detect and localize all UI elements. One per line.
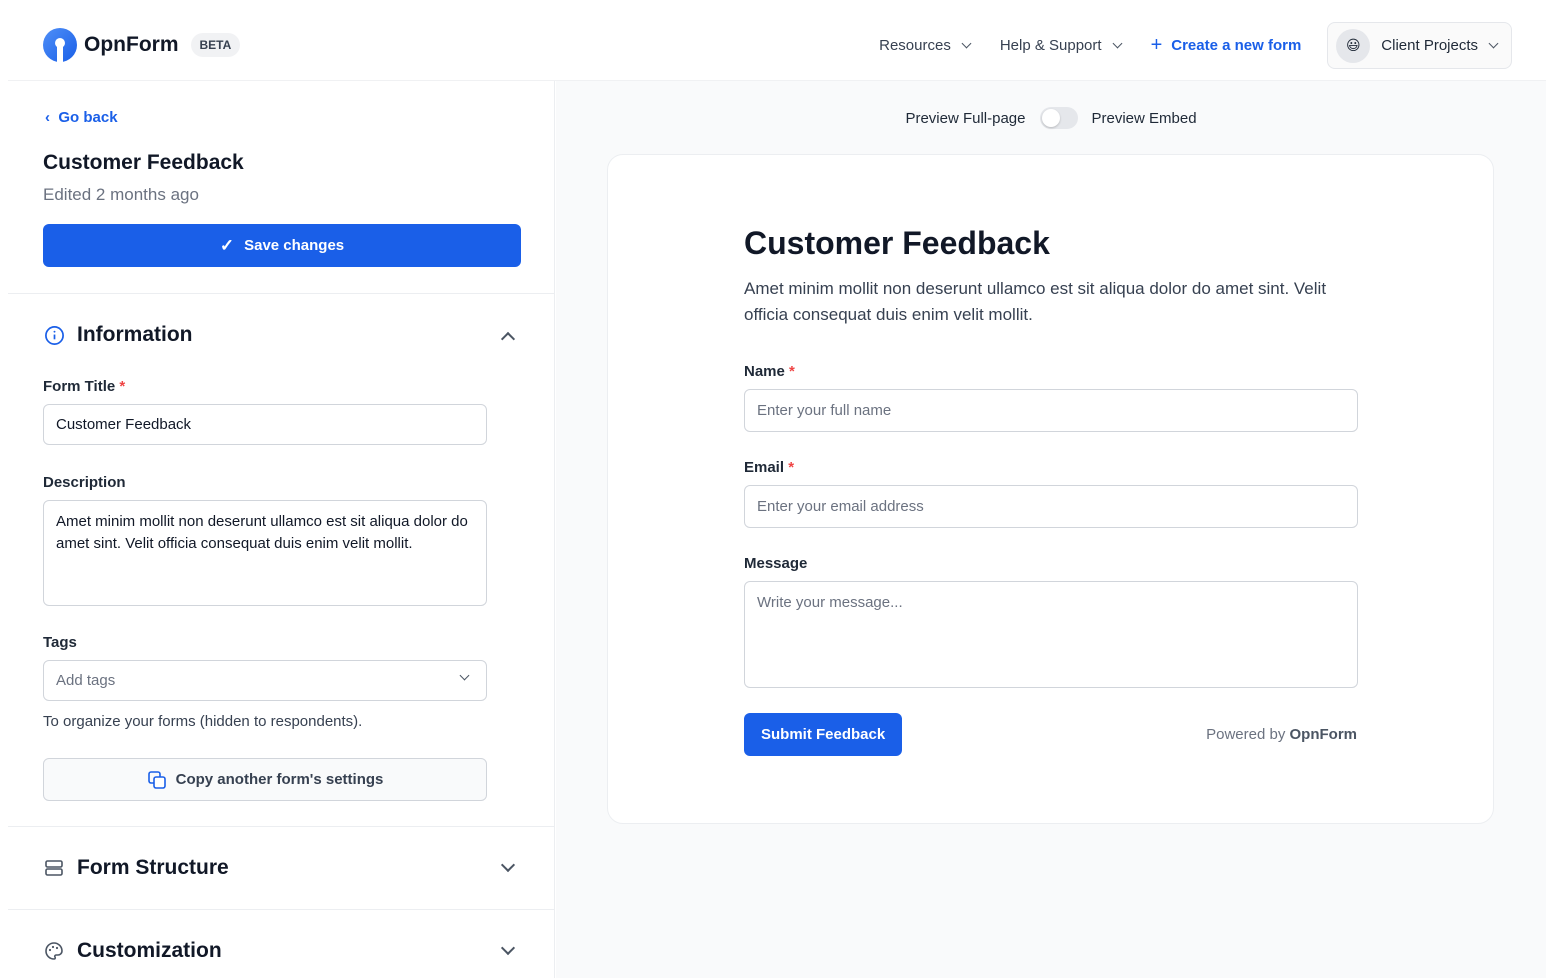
edited-timestamp: Edited 2 months ago <box>43 185 199 204</box>
chevron-down-icon <box>961 38 972 49</box>
divider <box>8 909 554 910</box>
save-changes-button[interactable]: ✓ Save changes <box>43 224 521 267</box>
opnform-logo-icon <box>43 28 77 62</box>
section-form-structure-header[interactable]: Form Structure <box>43 856 521 880</box>
description-label: Description <box>43 474 126 491</box>
info-icon <box>43 324 65 346</box>
powered-by[interactable]: Powered by OpnForm <box>1206 726 1357 743</box>
tags-help-text: To organize your forms (hidden to respon… <box>43 713 363 730</box>
editor-sidebar: ‹ Go back Customer Feedback Edited 2 mon… <box>8 81 555 978</box>
layers-icon <box>43 857 65 879</box>
palette-icon <box>43 940 65 962</box>
preview-embed-switch[interactable] <box>1039 107 1078 129</box>
preview-panel: Preview Full-page Preview Embed Customer… <box>556 81 1546 978</box>
logo[interactable]: OpnForm BETA <box>43 28 241 62</box>
name-input[interactable]: Enter your full name <box>744 389 1358 432</box>
preview-form-description: Amet minim mollit non deserunt ullamco e… <box>744 279 1327 324</box>
brand-name: OpnForm <box>84 33 179 56</box>
preview-mode-toggle: Preview Full-page Preview Embed <box>556 107 1546 129</box>
section-title: Information <box>77 323 193 346</box>
nav-help-support[interactable]: Help & Support <box>999 37 1123 54</box>
name-label: Name * <box>744 363 795 380</box>
divider <box>8 293 554 294</box>
workspace-label: Client Projects <box>1381 37 1478 54</box>
form-title-label: Form Title * <box>43 378 126 395</box>
copy-settings-button[interactable]: Copy another form's settings <box>43 758 487 801</box>
chevron-down-icon <box>1112 38 1123 49</box>
message-textarea[interactable]: Write your message... <box>744 581 1358 688</box>
chevron-down-icon <box>459 670 470 681</box>
tags-label: Tags <box>43 634 77 651</box>
form-preview-card: Customer Feedback Amet minim mollit non … <box>607 154 1494 824</box>
chevron-up-icon[interactable] <box>500 331 516 347</box>
go-back-link[interactable]: ‹ Go back <box>45 109 118 126</box>
tags-placeholder: Add tags <box>56 672 116 689</box>
preview-embed-label: Preview Embed <box>1091 109 1197 127</box>
description-textarea[interactable]: Amet minim mollit non deserunt ullamco e… <box>43 500 487 606</box>
go-back-label: Go back <box>58 109 118 126</box>
section-title: Customization <box>77 939 222 962</box>
chevron-down-icon[interactable] <box>500 857 516 873</box>
chevron-left-icon: ‹ <box>45 109 59 126</box>
divider <box>8 826 554 827</box>
message-label: Message <box>744 555 808 572</box>
submit-feedback-button[interactable]: Submit Feedback <box>744 713 903 756</box>
section-information-header[interactable]: Information <box>43 323 521 347</box>
workspace-emoji: 😃 <box>1336 28 1371 63</box>
email-input[interactable]: Enter your email address <box>744 485 1358 528</box>
preview-full-page-label: Preview Full-page <box>905 109 1026 127</box>
form-name: Customer Feedback <box>43 151 244 174</box>
nav-label: Resources <box>879 37 951 54</box>
email-label: Email * <box>744 459 795 476</box>
tags-select[interactable]: Add tags <box>43 660 487 701</box>
create-form-label: Create a new form <box>1171 37 1302 54</box>
top-header: OpnForm BETA Resources Help & Support + C… <box>8 0 1546 81</box>
plus-icon: + <box>1150 34 1163 56</box>
beta-badge: BETA <box>190 33 241 57</box>
section-customization-header[interactable]: Customization <box>43 939 521 963</box>
nav-label: Help & Support <box>999 37 1102 54</box>
check-icon: ✓ <box>219 235 235 255</box>
chevron-down-icon[interactable] <box>500 940 516 956</box>
workspace-selector[interactable]: 😃 Client Projects <box>1327 22 1512 69</box>
create-form-button[interactable]: + Create a new form <box>1151 34 1302 57</box>
copy-label: Copy another form's settings <box>175 771 384 788</box>
preview-form-title: Customer Feedback <box>744 225 1050 261</box>
copy-icon <box>147 770 167 790</box>
section-title: Form Structure <box>77 856 229 879</box>
chevron-down-icon <box>1488 38 1499 49</box>
save-label: Save changes <box>244 237 345 254</box>
form-title-input[interactable]: Customer Feedback <box>43 404 487 445</box>
nav-resources[interactable]: Resources <box>879 37 972 54</box>
